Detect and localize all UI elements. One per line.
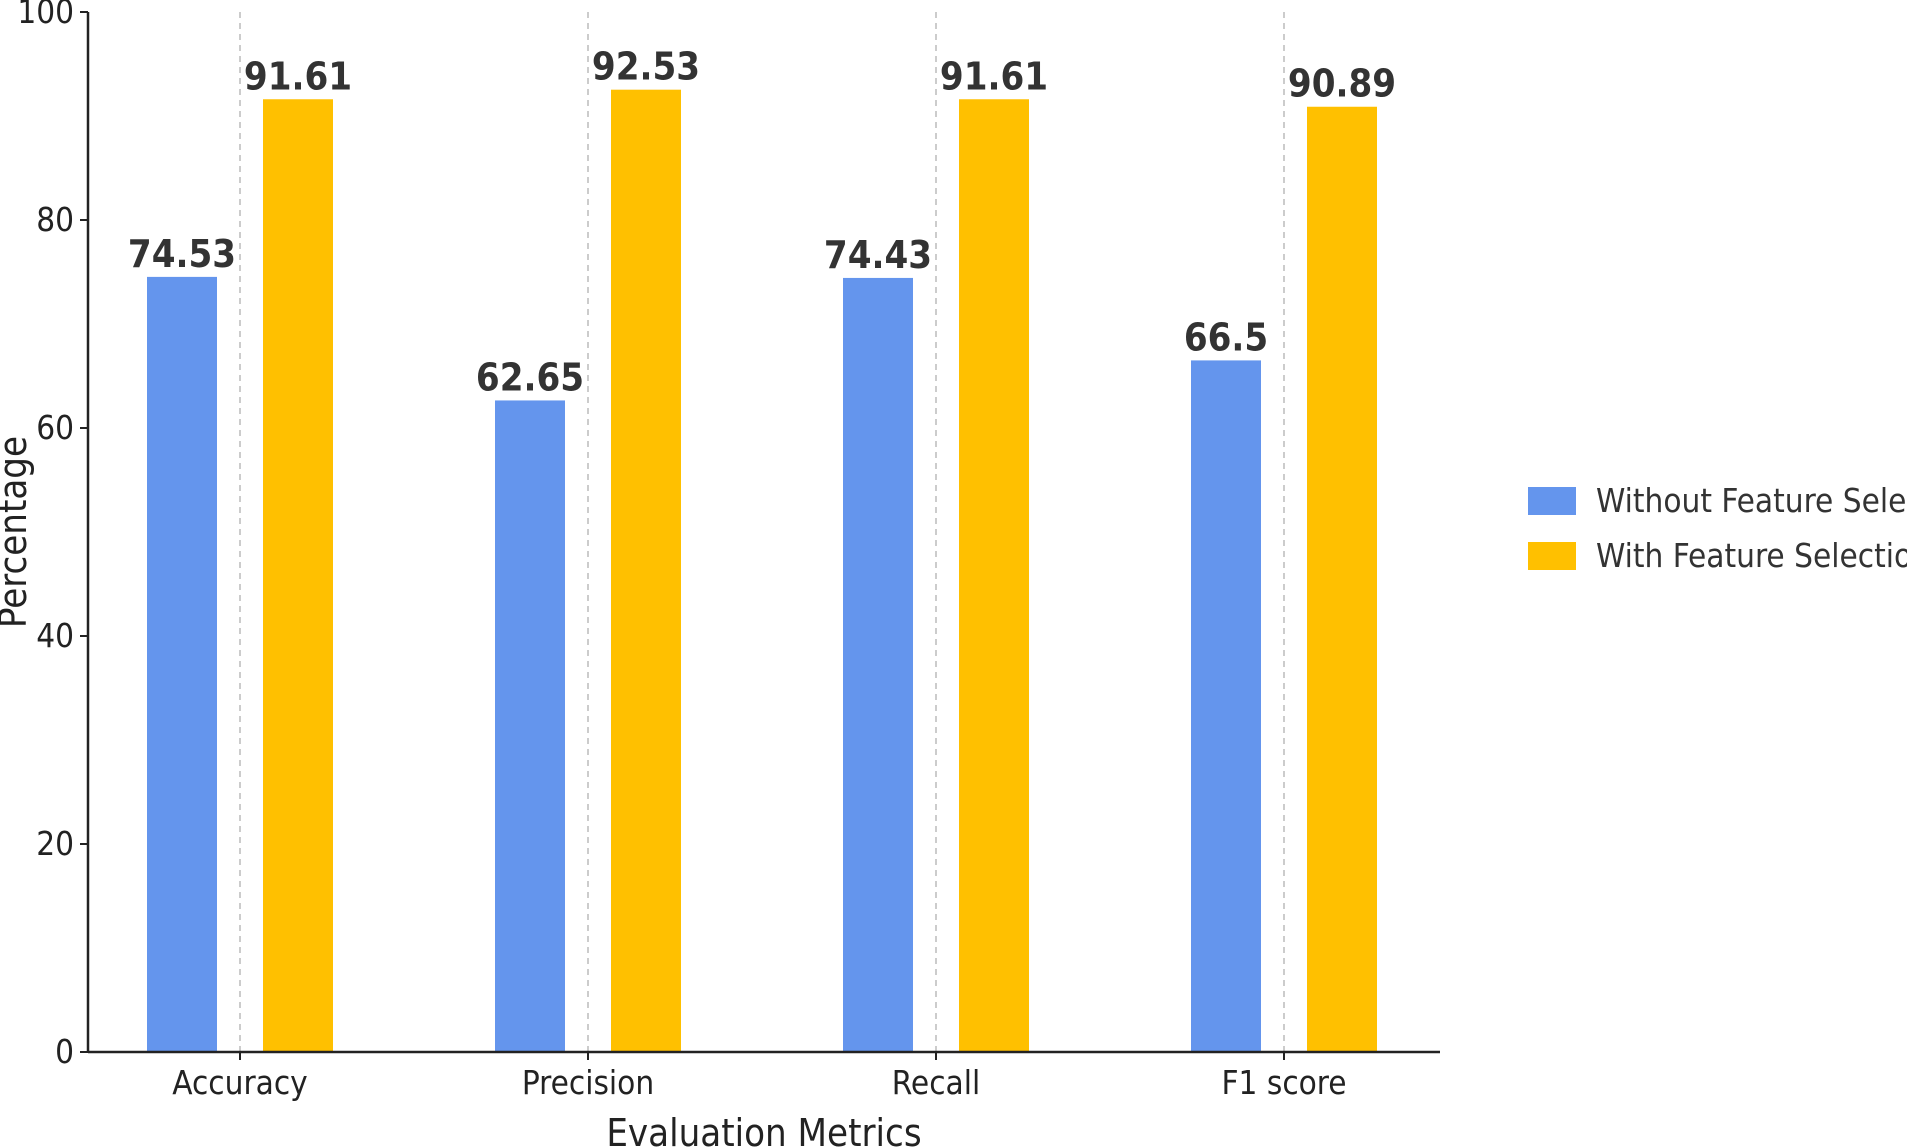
legend-swatch (1528, 542, 1576, 570)
legend: Without Feature Selection With Feature Se… (1528, 481, 1907, 575)
bar (1307, 106, 1377, 1052)
bar (147, 276, 217, 1052)
y-tick-label: 60 (36, 408, 74, 447)
y-tick-label: 20 (36, 824, 74, 863)
data-label: 91.61 (940, 54, 1048, 98)
data-label: 66.5 (1184, 315, 1268, 359)
data-label: 92.53 (592, 45, 700, 89)
y-tick-label: 80 (36, 200, 74, 239)
data-label: 74.43 (824, 233, 932, 277)
axes (86, 12, 1440, 1054)
bar (495, 400, 565, 1052)
data-labels: 74.53 62.65 74.43 66.5 91.61 92.53 91.61 90.89 (128, 45, 1396, 400)
bar (959, 99, 1029, 1053)
y-tick-label: 0 (55, 1032, 74, 1071)
data-label: 74.53 (128, 232, 236, 276)
bar (1191, 360, 1261, 1052)
legend-label: With Feature Selection (1596, 536, 1907, 575)
data-label: 62.65 (476, 355, 584, 399)
y-tick-label: 100 (17, 0, 74, 31)
bars (147, 89, 1377, 1053)
bar (843, 277, 913, 1053)
bar (263, 99, 333, 1053)
x-tick-label: Recall (892, 1063, 980, 1102)
y-ticks: 0 20 40 60 80 100 (17, 0, 88, 1071)
legend-label: Without Feature Selection (1596, 481, 1907, 520)
y-tick-label: 40 (36, 616, 74, 655)
data-label: 90.89 (1288, 62, 1396, 106)
x-tick-label: Precision (522, 1063, 654, 1102)
legend-swatch (1528, 487, 1576, 515)
x-tick-label: F1 score (1221, 1063, 1346, 1102)
x-tick-label: Accuracy (172, 1063, 307, 1102)
bar (611, 89, 681, 1053)
x-axis-title: Evaluation Metrics (606, 1111, 921, 1148)
x-ticks: Accuracy Precision Recall F1 score (172, 1052, 1347, 1102)
grid-lines (239, 12, 1285, 1052)
data-label: 91.61 (244, 54, 352, 98)
y-axis-title: Percentage (0, 436, 35, 628)
